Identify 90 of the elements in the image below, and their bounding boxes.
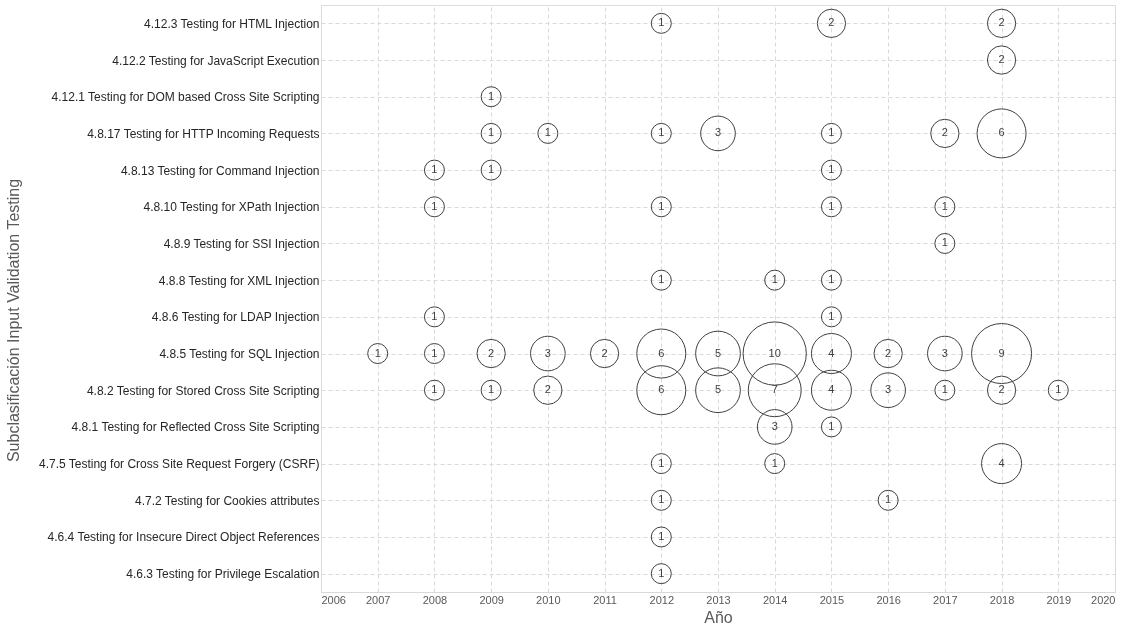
data-label: 9 [998,346,1005,359]
y-tick-label: 4.8.1 Testing for Reflected Cross Site Scripting [71,420,320,435]
data-label: 1 [658,456,665,469]
data-label: 1 [658,529,665,542]
x-tick-label: 2012 [649,593,675,606]
data-label: 1 [828,126,835,139]
x-tick-label: 2019 [1046,593,1072,606]
data-label: 3 [544,346,551,359]
x-axis-title: Año [704,608,733,626]
data-label: 1 [658,16,665,29]
x-tick-label: 2015 [819,593,845,606]
data-label: 2 [998,383,1005,396]
data-label: 1 [658,126,665,139]
y-tick-label: 4.8.9 Testing for SSI Injection [163,236,320,251]
data-label: 1 [374,346,381,359]
y-tick-label: 4.8.5 Testing for SQL Injection [159,347,320,362]
x-tick-label: 2010 [536,593,561,606]
data-label: 3 [885,383,892,396]
y-tick-label: 4.8.17 Testing for HTTP Incoming Requests [87,126,320,141]
data-label: 5 [714,346,722,359]
data-label: 1 [658,493,665,506]
data-label: 3 [771,419,778,432]
y-tick-label: 4.12.2 Testing for JavaScript Execution [112,53,320,68]
y-tick-label: 4.8.13 Testing for Command Injection [120,163,320,178]
data-label: 1 [658,199,665,212]
data-label: 6 [658,383,665,396]
y-tick-label: 4.8.8 Testing for XML Injection [158,273,320,288]
data-label: 2 [885,346,892,359]
data-label: 2 [601,346,608,359]
data-label: 10 [768,346,781,359]
data-label: 3 [714,126,722,139]
x-tick-label: 2007 [365,593,391,606]
x-tick-label: 2013 [706,593,731,606]
x-tick-label: 2008 [422,593,448,606]
data-label: 1 [941,199,948,212]
data-label: 1 [941,236,948,249]
data-label: 1 [828,419,835,432]
data-label: 1 [431,383,438,396]
y-tick-label: 4.7.5 Testing for Cross Site Request Forgery (CSRF) [38,457,320,472]
y-tick-label: 4.8.10 Testing for XPath Injection [143,200,320,215]
y-axis-title: Subclasificación Input Validation Testing [4,178,22,463]
data-label: 4 [828,383,835,396]
x-tick-label: 2020 [1091,593,1116,606]
data-label: 2 [828,16,835,29]
data-label: 1 [941,383,948,396]
data-label: 1 [658,273,665,286]
data-label: 1 [544,126,551,139]
data-label: 1 [431,346,438,359]
data-label: 1 [431,163,438,176]
x-tick-label: 2017 [933,593,958,606]
y-tick-label: 4.8.6 Testing for LDAP Injection [151,310,320,325]
x-tick-label: 2014 [762,593,788,606]
data-label: 6 [998,126,1005,139]
y-tick-label: 4.6.3 Testing for Privilege Escalation [126,567,320,582]
x-tick-label: 2011 [593,593,617,606]
y-tick-label: 4.7.2 Testing for Cookies attributes [134,493,320,508]
data-label: 6 [658,346,665,359]
x-tick-label: 2016 [876,593,901,606]
data-label: 2 [488,346,495,359]
y-tick-label: 4.8.2 Testing for Stored Cross Site Scripting [86,383,320,398]
data-label: 1 [658,566,665,579]
data-label: 1 [488,89,495,102]
data-label: 1 [828,199,835,212]
data-label: 4 [998,456,1005,469]
y-tick-label: 4.12.1 Testing for DOM based Cross Site Scripting [51,90,320,105]
data-label: 1 [771,273,778,286]
data-label: 1 [885,493,892,506]
data-label: 1 [828,163,835,176]
data-label: 1 [488,383,495,396]
x-tick-label: 2006 [321,593,346,606]
data-label: 3 [941,346,948,359]
data-label: 1 [1055,383,1062,396]
y-tick-label: 4.6.4 Testing for Insecure Direct Object References [47,530,320,545]
data-label: 1 [771,456,778,469]
data-label: 1 [488,126,495,139]
data-label: 1 [828,273,835,286]
data-label: 2 [998,53,1005,66]
x-tick-label: 2018 [989,593,1015,606]
x-tick-label: 2009 [479,593,504,606]
data-label: 1 [431,309,438,322]
data-label: 2 [941,126,948,139]
data-label: 2 [544,383,551,396]
data-label: 5 [714,383,722,396]
y-tick-label: 4.12.3 Testing for HTML Injection [144,16,320,31]
data-label: 4 [828,346,835,359]
data-label: 2 [998,16,1005,29]
data-label: 7 [771,383,778,396]
data-label: 1 [488,163,495,176]
data-label: 1 [828,309,835,322]
data-label: 1 [431,199,438,212]
